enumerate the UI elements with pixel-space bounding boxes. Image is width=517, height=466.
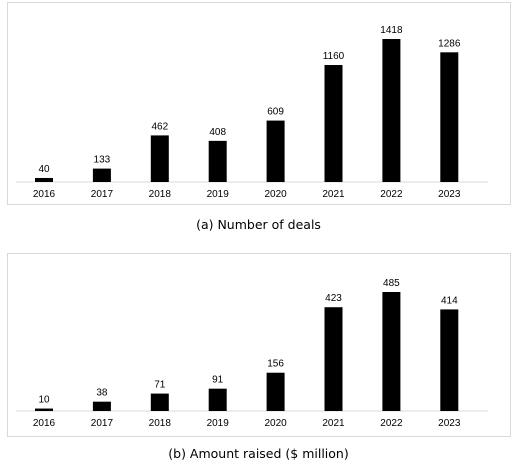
deals-data-label-2023: 1286 [438, 38, 461, 49]
deals-tick-label-2021: 2021 [322, 189, 345, 200]
deals-bar-2016 [35, 177, 53, 182]
deals-tick-label-2017: 2017 [91, 189, 114, 200]
deals-data-label-2022: 1418 [380, 25, 403, 36]
deals-tick-label-2018: 2018 [149, 189, 172, 200]
amount-data-label-2020: 156 [267, 359, 284, 370]
amount-tick-label-2023: 2023 [438, 418, 461, 429]
deals-data-label-2021: 1160 [323, 51, 345, 62]
amount-bar-2022 [382, 292, 401, 411]
amount-tick-label-2022: 2022 [380, 418, 403, 429]
amount-tick-label-2016: 2016 [33, 418, 56, 429]
amount-bar-2019 [208, 388, 227, 411]
deals-bar-2018 [150, 135, 169, 182]
deals-bar-2017 [92, 168, 111, 182]
amount-data-label-2018: 71 [154, 380, 166, 391]
deals-bar-2021 [324, 65, 343, 182]
deals-bar-2020 [266, 120, 285, 182]
amount-bar-2017 [92, 401, 111, 411]
deals-data-label-2017: 133 [94, 155, 111, 166]
caption-deals: (a) Number of deals [196, 217, 321, 232]
deals-tick-label-2016: 2016 [33, 189, 56, 200]
deals-bar-2022 [382, 39, 401, 182]
amount-bar-2020 [266, 372, 285, 411]
deals-data-label-2018: 462 [151, 121, 168, 132]
deals-data-label-2019: 408 [209, 127, 226, 138]
chart-panel-amount: 10 2016 38 2017 71 2018 91 2019 156 2020 423 2021 48… [7, 253, 511, 437]
amount-bar-chart: 10 2016 38 2017 71 2018 91 2019 156 2020 423 2021 48… [16, 278, 488, 429]
deals-data-label-2020: 609 [267, 107, 284, 118]
deals-tick-label-2022: 2022 [380, 189, 403, 200]
deals-data-label-2016: 40 [38, 164, 50, 175]
deals-tick-label-2020: 2020 [264, 189, 287, 200]
amount-bar-2016 [35, 408, 53, 411]
amount-data-label-2022: 485 [383, 278, 400, 289]
amount-data-label-2017: 38 [96, 388, 108, 399]
deals-bar-chart: 40 2016 133 2017 462 2018 408 2019 609 2020 1160 20… [16, 25, 488, 200]
amount-tick-label-2019: 2019 [207, 418, 230, 429]
chart-panel-deals: 40 2016 133 2017 462 2018 408 2019 609 2020 1160 20… [7, 2, 511, 205]
amount-tick-label-2018: 2018 [149, 418, 172, 429]
deals-tick-label-2019: 2019 [207, 189, 230, 200]
deals-tick-label-2023: 2023 [438, 189, 461, 200]
amount-bar-2021 [324, 307, 343, 411]
deals-bar-2023 [440, 52, 459, 182]
amount-data-label-2016: 10 [38, 395, 50, 406]
amount-tick-label-2020: 2020 [264, 418, 287, 429]
caption-amount: (b) Amount raised ($ million) [168, 446, 349, 461]
amount-tick-label-2017: 2017 [91, 418, 114, 429]
amount-tick-label-2021: 2021 [322, 418, 345, 429]
amount-bar-2023 [440, 309, 459, 411]
amount-data-label-2023: 414 [441, 295, 458, 306]
amount-data-label-2019: 91 [212, 375, 224, 386]
deals-bar-2019 [208, 140, 227, 182]
amount-data-label-2021: 423 [325, 293, 342, 304]
amount-bar-2018 [150, 393, 169, 411]
